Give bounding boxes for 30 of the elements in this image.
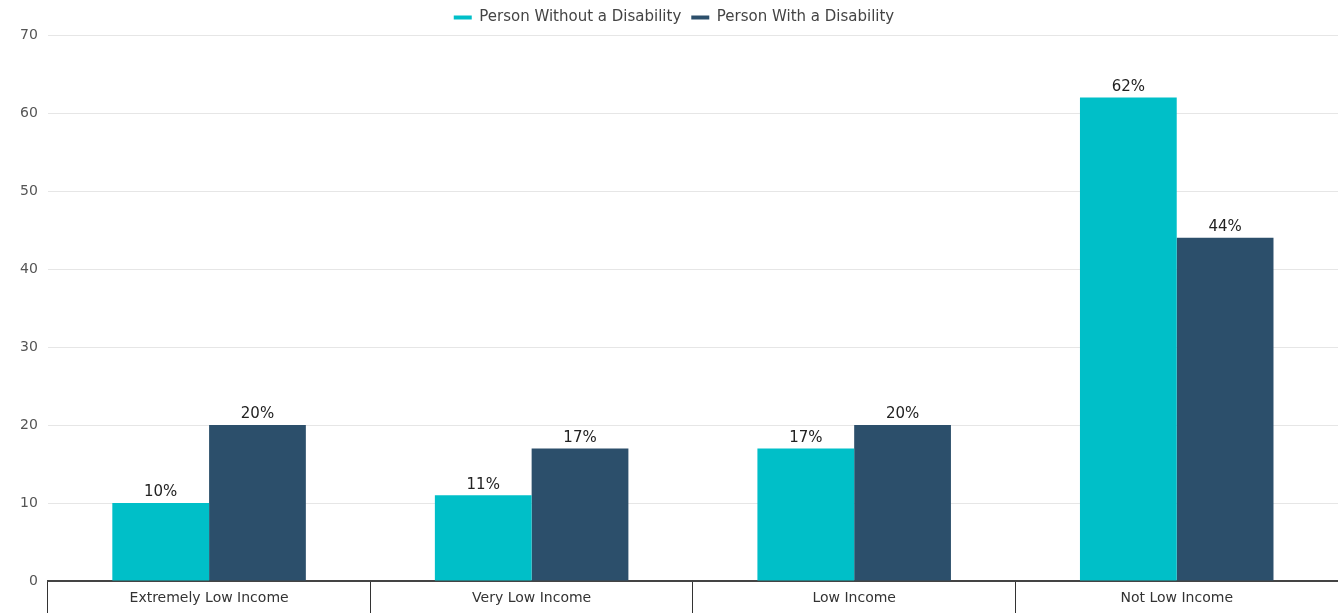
data-label: 62%	[1111, 76, 1146, 95]
y-tick-label: 60	[19, 103, 38, 120]
data-label: 11%	[466, 474, 500, 493]
y-tick-label: 20	[19, 415, 38, 432]
data-label: 17%	[563, 427, 597, 446]
y-tick-label: 30	[19, 337, 38, 354]
data-label: 10%	[144, 482, 178, 501]
y-tick-label: 50	[19, 181, 38, 198]
bar	[112, 503, 210, 581]
y-tick-label: 70	[19, 25, 38, 42]
bar	[1079, 97, 1177, 581]
y-tick-label: 10	[19, 493, 38, 510]
legend-label: Person With a Disability	[716, 7, 895, 26]
x-tick-label: Extremely Low Income	[129, 588, 289, 605]
y-tick-label: 40	[19, 259, 38, 276]
y-tick-label: 0	[28, 571, 38, 588]
x-tick-label: Very Low Income	[472, 588, 592, 605]
bar	[1176, 237, 1274, 581]
data-label: 20%	[885, 404, 920, 423]
bar	[531, 448, 629, 581]
bar	[854, 425, 951, 581]
legend-label: Person Without a Disability	[479, 7, 682, 26]
bar	[757, 448, 855, 581]
data-label: 20%	[240, 404, 275, 423]
x-tick-label: Low Income	[812, 588, 896, 605]
x-tick-label: Not Low Income	[1120, 588, 1233, 605]
bar	[434, 495, 532, 581]
data-label: 44%	[1208, 217, 1242, 236]
bar	[209, 425, 306, 581]
data-label: 17%	[789, 427, 823, 446]
